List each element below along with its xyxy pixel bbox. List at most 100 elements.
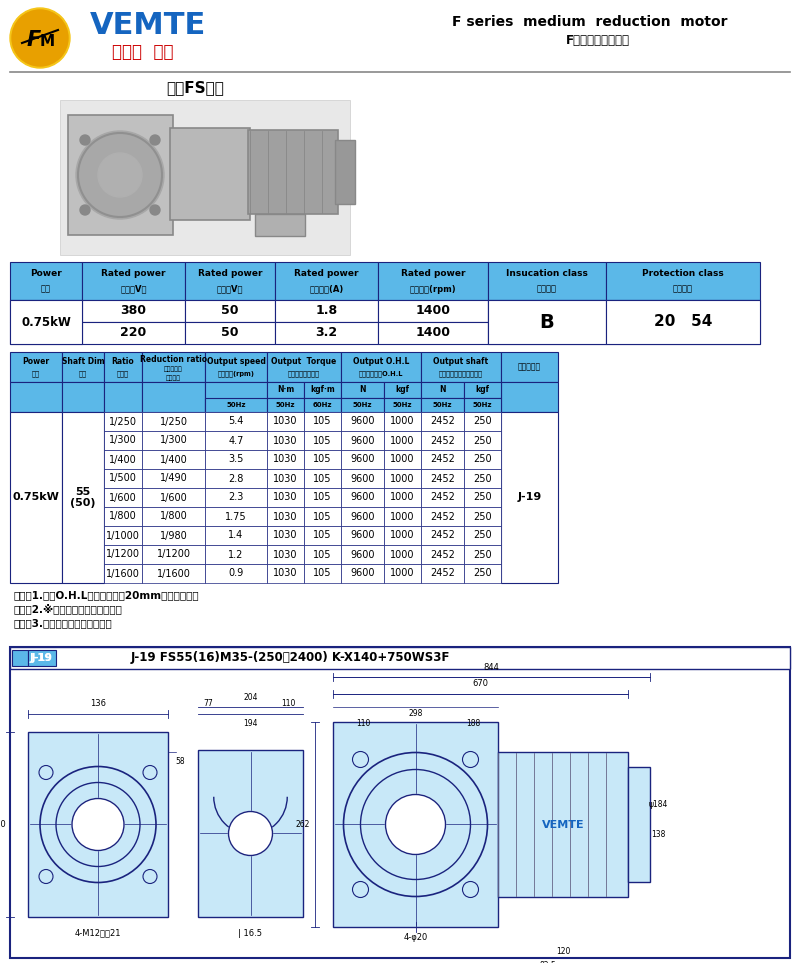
Text: 1000: 1000	[390, 492, 414, 503]
Bar	[142, 488, 205, 507]
Text: 1/1200: 1/1200	[157, 550, 190, 560]
Text: 50Hz: 50Hz	[433, 402, 452, 408]
Bar	[205, 412, 267, 431]
Bar	[10, 322, 82, 344]
Text: 1/250: 1/250	[109, 417, 137, 427]
Circle shape	[72, 798, 124, 850]
Text: 1030: 1030	[274, 492, 298, 503]
Bar	[464, 398, 501, 412]
Text: Rated power: Rated power	[102, 270, 166, 278]
Bar	[421, 545, 464, 564]
Text: 4-M12深度21: 4-M12深度21	[74, 928, 122, 938]
Bar	[304, 450, 341, 469]
Text: Rated power: Rated power	[401, 270, 466, 278]
Bar	[488, 300, 606, 322]
Text: 1400: 1400	[415, 304, 450, 318]
Text: Output O.H.L: Output O.H.L	[353, 357, 409, 367]
Text: 0.9: 0.9	[228, 568, 244, 579]
Bar	[104, 469, 142, 488]
Text: 110: 110	[281, 699, 295, 709]
Text: 250: 250	[473, 550, 492, 560]
Text: 250: 250	[473, 492, 492, 503]
Text: 1/980: 1/980	[160, 531, 187, 540]
Text: 1/1000: 1/1000	[106, 531, 140, 540]
Text: 1/300: 1/300	[109, 435, 137, 446]
Text: Shaft Dim: Shaft Dim	[62, 357, 104, 367]
Text: 105: 105	[314, 435, 332, 446]
Text: 50: 50	[222, 326, 238, 340]
Bar	[421, 352, 501, 382]
Bar	[205, 450, 267, 469]
Text: （注）1.容許O.H.L為離出軸端面20mm位置的數値。: （注）1.容許O.H.L為離出軸端面20mm位置的數値。	[14, 590, 200, 600]
Bar	[142, 352, 205, 382]
Text: 1.4: 1.4	[228, 531, 244, 540]
Bar	[104, 450, 142, 469]
Text: 1000: 1000	[390, 511, 414, 522]
Text: 2452: 2452	[430, 417, 455, 427]
Text: 1/1200: 1/1200	[106, 550, 140, 560]
Text: （分數）: （分數）	[166, 376, 181, 380]
Bar	[62, 352, 104, 382]
Bar	[384, 507, 421, 526]
Text: 105: 105	[314, 455, 332, 464]
Text: 250: 250	[473, 417, 492, 427]
Bar	[488, 300, 606, 344]
Text: 4-φ20: 4-φ20	[403, 932, 428, 942]
Bar	[341, 526, 384, 545]
Bar	[304, 526, 341, 545]
Bar	[501, 382, 558, 412]
Text: Rated power: Rated power	[198, 270, 262, 278]
Bar	[384, 488, 421, 507]
Bar	[205, 526, 267, 545]
Text: kgf: kgf	[475, 385, 490, 395]
Text: 1/500: 1/500	[109, 474, 137, 483]
Bar	[421, 488, 464, 507]
Bar	[378, 300, 488, 322]
Bar	[384, 450, 421, 469]
Text: 1/250: 1/250	[159, 417, 187, 427]
Text: 1/300: 1/300	[160, 435, 187, 446]
Bar	[142, 382, 205, 412]
Text: kgf·m: kgf·m	[310, 385, 335, 395]
Text: 105: 105	[314, 492, 332, 503]
Text: 1030: 1030	[274, 435, 298, 446]
Circle shape	[76, 131, 164, 219]
Bar	[185, 322, 275, 344]
Bar	[606, 300, 760, 322]
Bar	[606, 300, 760, 344]
Text: Reduction ratio: Reduction ratio	[140, 354, 207, 363]
Circle shape	[150, 205, 160, 215]
Text: 105: 105	[314, 550, 332, 560]
Text: 380: 380	[121, 304, 146, 318]
Text: 250: 250	[473, 455, 492, 464]
Bar	[104, 431, 142, 450]
Bar	[341, 352, 421, 382]
Bar	[421, 412, 464, 431]
Bar	[341, 412, 384, 431]
Text: kgf: kgf	[395, 385, 410, 395]
Bar	[104, 488, 142, 507]
Text: 3.5: 3.5	[228, 455, 244, 464]
Bar	[104, 507, 142, 526]
Circle shape	[98, 153, 142, 197]
Bar	[384, 564, 421, 583]
Text: 105: 105	[314, 531, 332, 540]
Bar	[488, 262, 606, 300]
Text: 9600: 9600	[350, 550, 374, 560]
Text: 輸出扰矩許可扰力: 輸出扰矩許可扰力	[288, 371, 320, 377]
Text: 0.75kW: 0.75kW	[21, 316, 71, 328]
Bar	[421, 564, 464, 583]
Bar	[267, 412, 304, 431]
Text: 1000: 1000	[390, 568, 414, 579]
Bar	[464, 488, 501, 507]
Bar	[205, 382, 267, 412]
Text: 中空FS系列: 中空FS系列	[166, 81, 224, 95]
Text: 2.8: 2.8	[228, 474, 244, 483]
Bar	[384, 526, 421, 545]
Bar	[341, 450, 384, 469]
Text: 1000: 1000	[390, 455, 414, 464]
Bar	[82, 300, 185, 322]
Bar	[384, 469, 421, 488]
Text: 1000: 1000	[390, 550, 414, 560]
Text: 1/800: 1/800	[109, 511, 137, 522]
